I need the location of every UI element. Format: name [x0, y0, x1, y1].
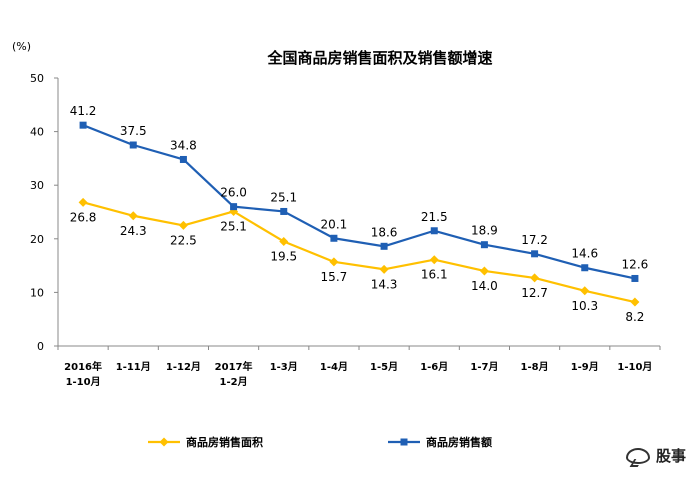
- data-point-sales-revenue: [531, 250, 539, 258]
- data-point-sales-revenue: [380, 242, 388, 250]
- y-tick-label: 20: [30, 233, 44, 246]
- data-point-sales-revenue: [480, 241, 488, 249]
- x-tick-label: 2016年 1-10月: [64, 360, 102, 388]
- y-tick-label: 10: [30, 286, 44, 299]
- data-point-sales-area: [580, 286, 590, 296]
- data-label-sales-revenue: 37.5: [120, 124, 147, 138]
- data-point-sales-area: [329, 257, 339, 267]
- x-tick-label: 1-10月: [617, 361, 652, 373]
- data-point-sales-revenue: [230, 203, 238, 211]
- data-point-sales-revenue: [631, 274, 639, 282]
- data-label-sales-area: 14.0: [471, 279, 498, 293]
- axes: 0 10 20 30 40 50 2016年 1-10月 1-11月 1-12月 2017年 1-2月…: [30, 72, 661, 388]
- data-label-sales-revenue: 26.0: [220, 186, 247, 200]
- data-label-sales-area: 25.1: [220, 219, 247, 233]
- data-point-sales-area: [630, 297, 640, 307]
- data-point-sales-area: [178, 220, 188, 230]
- data-point-sales-revenue: [330, 234, 338, 242]
- watermark-text: 股事: [655, 447, 686, 465]
- legend-label-sales-revenue: 商品房销售额: [426, 435, 492, 449]
- series-sales-revenue: 41.2 37.5 34.8 26.0 25.1 20.1 18.6 21.5 18.9 17.2…: [70, 104, 649, 282]
- data-label-sales-revenue: 34.8: [170, 138, 197, 152]
- watermark: 股事: [625, 445, 686, 466]
- series-layer: 26.8 24.3 22.5 25.1 19.5 15.7 14.3 16.1 14.0 12.7…: [70, 104, 649, 324]
- x-tick-label: 1-12月: [166, 361, 201, 373]
- legend-marker-sales-area: [159, 437, 169, 447]
- chat-bubble-icon: [625, 447, 650, 464]
- data-label-sales-revenue: 25.1: [270, 190, 297, 204]
- data-point-sales-area: [429, 255, 439, 265]
- data-label-sales-revenue: 18.6: [371, 225, 398, 239]
- data-label-sales-revenue: 14.6: [571, 247, 598, 261]
- data-label-sales-revenue: 12.6: [622, 257, 649, 271]
- data-label-sales-area: 15.7: [321, 270, 348, 284]
- data-point-sales-revenue: [79, 121, 87, 129]
- data-label-sales-revenue: 20.1: [321, 217, 348, 231]
- legend-item-sales-area: 商品房销售面积: [148, 435, 263, 449]
- data-point-sales-area: [78, 197, 88, 207]
- data-point-sales-area: [479, 266, 489, 276]
- series-line-sales-area: [82, 201, 636, 304]
- data-label-sales-area: 22.5: [170, 233, 197, 247]
- x-tick-label: 2017年 1-2月: [215, 360, 253, 388]
- data-label-sales-area: 26.8: [70, 210, 97, 224]
- y-tick-label: 40: [30, 126, 44, 139]
- x-tick-label: 1-5月: [370, 361, 398, 373]
- data-label-sales-revenue: 41.2: [70, 104, 97, 118]
- x-tick-label: 1-9月: [571, 361, 599, 373]
- chart-title: 全国商品房销售面积及销售额增速: [266, 49, 492, 67]
- data-point-sales-area: [379, 264, 389, 274]
- legend: 商品房销售面积 商品房销售额: [148, 435, 492, 449]
- data-point-sales-area: [128, 211, 138, 221]
- legend-marker-sales-revenue: [400, 438, 408, 446]
- legend-item-sales-revenue: 商品房销售额: [388, 435, 492, 449]
- data-label-sales-revenue: 21.5: [421, 210, 448, 224]
- x-tick-label: 1-6月: [420, 361, 448, 373]
- data-point-sales-revenue: [581, 264, 589, 272]
- series-line-sales-revenue: [82, 124, 636, 280]
- x-tick-label: 1-4月: [320, 361, 348, 373]
- y-unit-label: (%): [12, 40, 31, 53]
- y-tick-label: 30: [30, 179, 44, 192]
- data-label-sales-area: 19.5: [270, 249, 297, 263]
- data-point-sales-revenue: [280, 207, 288, 215]
- data-label-sales-area: 10.3: [571, 299, 598, 313]
- data-point-sales-area: [279, 236, 289, 246]
- series-sales-area: 26.8 24.3 22.5 25.1 19.5 15.7 14.3 16.1 14.0 12.7…: [70, 197, 644, 324]
- data-label-sales-revenue: 17.2: [521, 233, 548, 247]
- x-tick-label: 1-8月: [521, 361, 549, 373]
- data-point-sales-area: [530, 273, 540, 283]
- x-tick-label: 1-7月: [470, 361, 498, 373]
- x-tick-label: 1-3月: [270, 361, 298, 373]
- data-label-sales-area: 24.3: [120, 224, 147, 238]
- y-tick-label: 50: [30, 72, 44, 85]
- data-point-sales-revenue: [430, 227, 438, 235]
- data-label-sales-revenue: 18.9: [471, 224, 498, 238]
- x-tick-label: 1-11月: [116, 361, 151, 373]
- data-point-sales-revenue: [179, 155, 187, 163]
- legend-label-sales-area: 商品房销售面积: [186, 435, 263, 449]
- data-label-sales-area: 8.2: [625, 310, 644, 324]
- data-label-sales-area: 16.1: [421, 268, 448, 282]
- y-tick-label: 0: [37, 340, 44, 353]
- data-point-sales-revenue: [129, 141, 137, 149]
- data-label-sales-area: 12.7: [521, 286, 548, 300]
- data-label-sales-area: 14.3: [371, 277, 398, 291]
